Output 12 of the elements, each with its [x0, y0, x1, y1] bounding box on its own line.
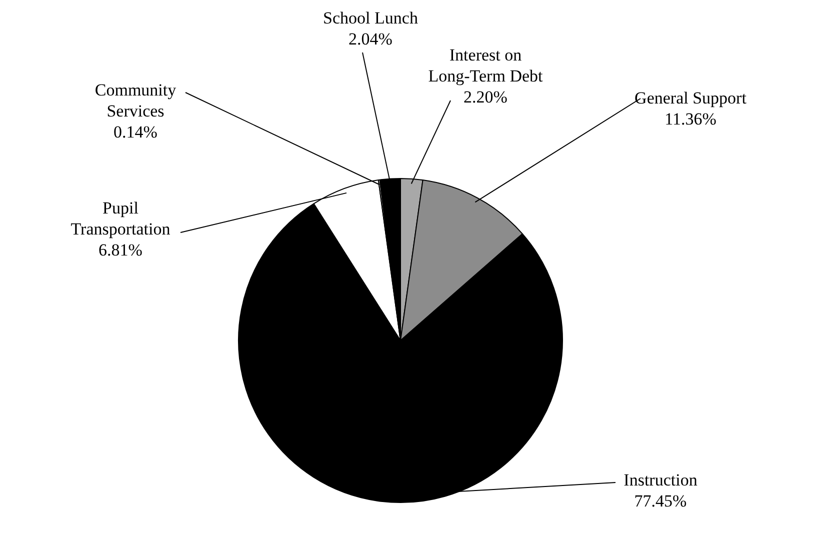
slice-label: Instruction [624, 470, 698, 490]
data-label: 11.36% [664, 110, 716, 128]
slice-label: Pupil Transportation [70, 198, 171, 238]
data-label: 2.04% [348, 30, 392, 48]
slice-label: Community Services [94, 80, 177, 120]
data-label: 6.81% [98, 240, 142, 260]
data-label: 2.20% [464, 88, 508, 106]
data-label: 0.14% [114, 122, 158, 142]
slice-label: Interest on Long-Term Debt [428, 46, 544, 86]
data-label: 77.45% [634, 492, 687, 510]
slice-label: School Lunch [323, 8, 418, 28]
slice-label: General Support [634, 88, 747, 108]
